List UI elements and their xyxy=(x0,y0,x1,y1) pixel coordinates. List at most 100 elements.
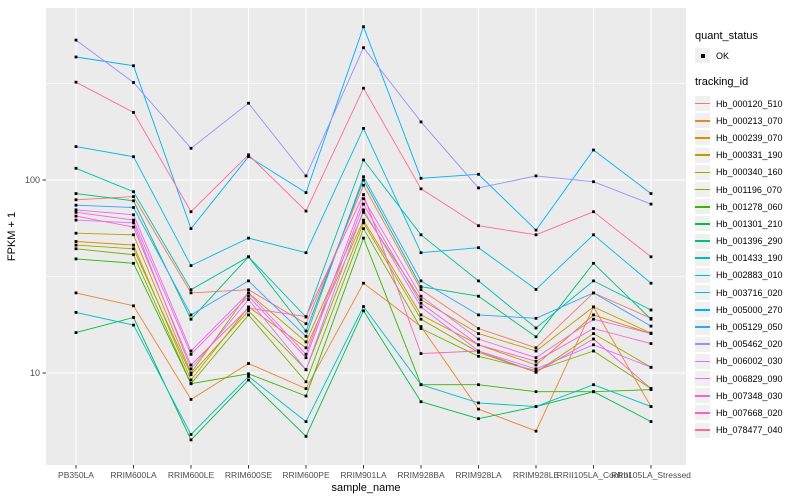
data-point xyxy=(477,313,480,317)
legend-key-line-icon xyxy=(695,394,710,397)
x-tick-label: RRIM600LE xyxy=(168,470,215,480)
data-point xyxy=(189,317,193,321)
data-point xyxy=(74,55,78,59)
legend-key-box xyxy=(695,96,710,112)
legend-item-Hb_003716_020: Hb_003716_020 xyxy=(695,284,783,301)
legend-item-Hb_001396_290: Hb_001396_290 xyxy=(695,233,783,250)
data-point xyxy=(362,202,365,206)
data-point xyxy=(592,233,595,237)
legend-key-box xyxy=(695,164,710,180)
legend-item-label: Hb_007348_030 xyxy=(716,390,783,401)
legend-key-line-icon xyxy=(695,309,710,311)
y-tick-label: 10 xyxy=(30,368,40,378)
legend-key-box xyxy=(695,371,710,387)
legend-key-box xyxy=(695,319,710,335)
data-point xyxy=(419,176,423,180)
data-point xyxy=(362,309,365,313)
legend-key-line-icon xyxy=(695,412,710,414)
legend-key-line-icon xyxy=(695,274,710,277)
x-tick-label: RRIM928LA xyxy=(455,470,502,480)
data-point xyxy=(132,253,135,257)
data-point xyxy=(189,288,193,292)
x-tick-label: RRIM928BA xyxy=(397,470,445,480)
legend-key-line-icon xyxy=(695,257,710,260)
legend-item-Hb_007668_020: Hb_007668_020 xyxy=(695,404,783,421)
legend-key-box xyxy=(695,302,710,318)
data-point xyxy=(592,390,595,394)
data-point xyxy=(74,218,78,222)
data-point xyxy=(649,365,653,369)
data-point xyxy=(132,213,135,217)
data-point xyxy=(304,174,308,178)
legend-key-box xyxy=(695,353,710,369)
legend-item-label: Hb_078477_040 xyxy=(716,425,783,436)
data-point xyxy=(592,383,595,387)
data-point xyxy=(132,304,135,308)
data-point xyxy=(362,127,365,130)
data-point xyxy=(477,332,480,335)
data-point xyxy=(649,317,653,321)
data-point xyxy=(189,227,193,230)
data-point xyxy=(534,370,538,374)
legend-item-label: Hb_000239_070 xyxy=(716,132,783,143)
data-point xyxy=(592,327,595,330)
data-point xyxy=(247,306,250,310)
legend-item-Hb_078477_040: Hb_078477_040 xyxy=(695,422,783,439)
legend-item-Hb_007348_030: Hb_007348_030 xyxy=(695,387,783,404)
x-axis-title: sample_name xyxy=(331,482,400,494)
x-tick-label: RRII105LA_Control xyxy=(557,470,631,480)
x-tick-label: RRIM928LE xyxy=(513,470,560,480)
x-tick-label: RRII105LA_Stressed xyxy=(611,470,691,480)
data-point xyxy=(534,390,538,394)
legend-item-Hb_005129_050: Hb_005129_050 xyxy=(695,318,783,335)
data-point xyxy=(304,434,308,438)
legend-item-label: Hb_006829_090 xyxy=(716,373,783,384)
x-tick-label: PB350LA xyxy=(58,470,94,480)
legend-key-line-icon xyxy=(695,343,710,346)
data-point xyxy=(74,198,78,202)
legend-key-box xyxy=(695,285,710,301)
legend-key-box xyxy=(695,182,710,198)
data-point xyxy=(189,398,193,401)
data-point xyxy=(534,367,538,371)
y-tick-label: 100 xyxy=(25,175,40,185)
data-point xyxy=(534,359,538,363)
legend-item-label: Hb_001196_070 xyxy=(716,184,782,195)
data-point xyxy=(304,334,308,338)
legend-key-box xyxy=(695,216,710,232)
data-point xyxy=(419,325,423,328)
data-point xyxy=(477,294,480,298)
data-point xyxy=(74,208,78,212)
data-point xyxy=(534,405,538,408)
data-point xyxy=(592,305,595,309)
data-point xyxy=(132,111,135,114)
data-point xyxy=(304,315,308,318)
data-point xyxy=(247,372,250,376)
data-point xyxy=(304,191,308,194)
data-point xyxy=(534,233,538,237)
data-point xyxy=(419,327,423,330)
legend-key-box xyxy=(695,267,710,283)
data-point xyxy=(247,362,250,365)
legend-item-label: Hb_001278_060 xyxy=(716,201,783,212)
data-point xyxy=(362,193,365,196)
data-point xyxy=(189,363,193,367)
data-point xyxy=(74,192,78,195)
data-point xyxy=(534,326,538,330)
data-point xyxy=(419,305,423,309)
data-point xyxy=(649,281,653,285)
data-point xyxy=(419,352,423,355)
data-point xyxy=(419,400,423,404)
legend-tracking-items: Hb_000120_510 Hb_000213_070 Hb_000239_070 H… xyxy=(695,95,783,439)
legend-item-Hb_002883_010: Hb_002883_010 xyxy=(695,267,783,284)
data-point xyxy=(247,288,250,292)
data-point xyxy=(132,247,135,251)
data-point xyxy=(247,309,250,313)
data-point xyxy=(74,311,78,314)
data-point xyxy=(132,243,135,247)
data-point xyxy=(132,64,135,68)
legend-item-label: OK xyxy=(716,50,730,61)
data-point xyxy=(534,429,538,433)
data-point xyxy=(419,317,423,321)
